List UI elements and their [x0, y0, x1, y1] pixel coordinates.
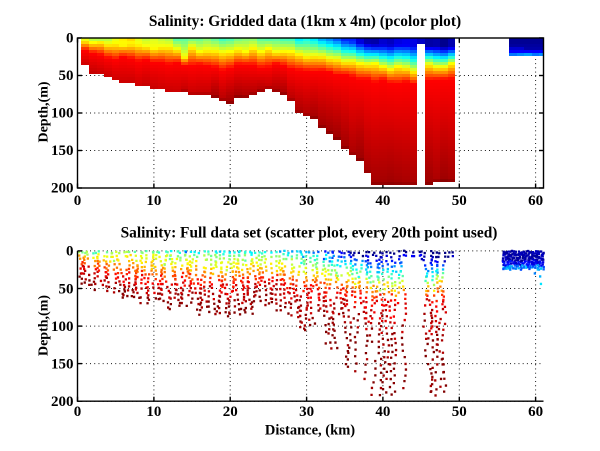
svg-text:50: 50	[452, 193, 467, 209]
svg-text:0: 0	[74, 404, 82, 420]
svg-text:Depth,(m): Depth,(m)	[37, 295, 52, 356]
svg-text:100: 100	[51, 319, 74, 335]
svg-text:150: 150	[51, 143, 74, 159]
svg-text:40: 40	[375, 193, 390, 209]
svg-text:100: 100	[51, 106, 74, 122]
svg-text:60: 60	[528, 193, 543, 209]
svg-text:0: 0	[74, 193, 82, 209]
svg-text:20: 20	[223, 193, 238, 209]
svg-text:30: 30	[299, 193, 314, 209]
svg-text:50: 50	[59, 68, 74, 84]
svg-text:Salinity: Gridded data (1km x: Salinity: Gridded data (1km x 4m) (pcolo…	[149, 13, 461, 30]
svg-text:Depth,(m): Depth,(m)	[37, 81, 52, 142]
svg-text:30: 30	[299, 404, 314, 420]
svg-text:Salinity: Full data set (scatt: Salinity: Full data set (scatter plot, e…	[121, 225, 498, 242]
svg-text:200: 200	[51, 394, 74, 410]
svg-text:0: 0	[66, 31, 74, 47]
svg-text:20: 20	[223, 404, 238, 420]
svg-text:Distance, (km): Distance, (km)	[265, 422, 355, 438]
svg-text:150: 150	[51, 356, 74, 372]
svg-text:10: 10	[146, 193, 161, 209]
svg-text:0: 0	[66, 244, 74, 260]
svg-text:50: 50	[59, 281, 74, 297]
svg-text:50: 50	[452, 404, 467, 420]
svg-text:60: 60	[528, 404, 543, 420]
svg-text:10: 10	[146, 404, 161, 420]
svg-text:200: 200	[51, 181, 74, 197]
svg-text:40: 40	[375, 404, 390, 420]
